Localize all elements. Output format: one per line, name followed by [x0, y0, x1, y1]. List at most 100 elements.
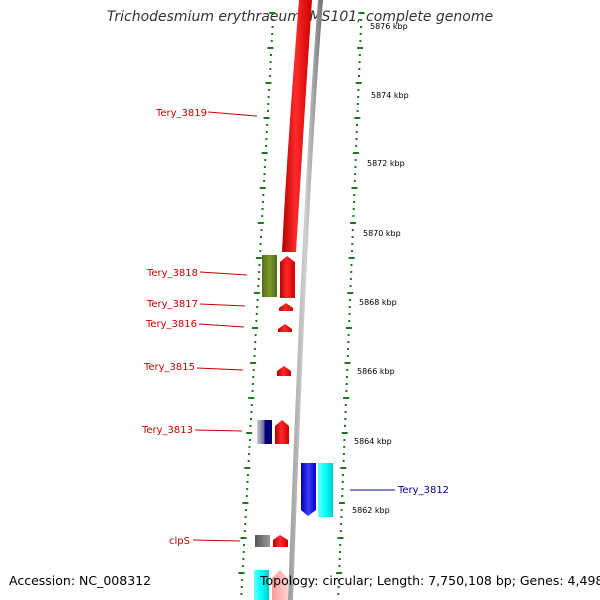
tick-mark — [243, 530, 246, 532]
tick-mark — [269, 61, 272, 63]
tick-mark — [353, 194, 356, 196]
tick-mark — [255, 257, 262, 259]
tick-mark — [270, 54, 272, 56]
tick-mark — [345, 383, 348, 385]
tick-mark — [349, 299, 351, 301]
tick-mark — [246, 474, 249, 476]
tick-mark — [341, 488, 344, 490]
tick-mark — [351, 243, 354, 245]
tick-mark — [340, 509, 343, 511]
tick-mark — [265, 138, 268, 140]
gene-tery-3817[interactable] — [279, 303, 293, 311]
tick-mark — [351, 250, 353, 252]
gene-tery-3815[interactable] — [277, 366, 291, 376]
tick-mark — [351, 229, 354, 231]
scale-label-5868: 5868 kbp — [359, 298, 397, 307]
tick-marks — [238, 12, 365, 595]
scale-label-5870: 5870 kbp — [363, 229, 401, 238]
tick-mark — [349, 285, 352, 287]
gene-label-tery-3819[interactable]: Tery_3819 — [155, 108, 207, 119]
tick-mark — [347, 334, 350, 336]
tick-mark — [342, 460, 345, 462]
tick-mark — [340, 516, 343, 518]
tick-mark — [352, 152, 359, 154]
tick-mark — [355, 131, 358, 133]
gene-tery-3812[interactable] — [301, 463, 316, 516]
tick-mark — [347, 348, 350, 350]
tick-mark — [271, 33, 274, 35]
tick-mark — [355, 82, 362, 84]
tick-mark — [248, 397, 255, 399]
tick-mark — [350, 264, 353, 266]
tick-mark — [339, 551, 341, 553]
tick-mark — [358, 12, 365, 14]
tick-mark — [258, 271, 261, 273]
tick-mark — [350, 222, 357, 224]
scale-label-5862: 5862 kbp — [352, 506, 390, 515]
gene-tery-3812-neighbor[interactable] — [318, 463, 333, 517]
gene-label-tery-3812[interactable]: Tery_3812 — [397, 485, 449, 496]
tick-mark — [343, 439, 346, 441]
tick-mark — [253, 292, 260, 294]
tick-mark — [342, 474, 344, 476]
gene-label-tery-3815[interactable]: Tery_3815 — [143, 362, 195, 373]
gene-label-tery-3813[interactable]: Tery_3813 — [141, 425, 193, 436]
gene-tery-3813[interactable] — [275, 420, 289, 444]
tick-mark — [360, 19, 363, 21]
gene-bottom-cyan[interactable] — [254, 570, 269, 600]
tick-mark — [344, 411, 347, 413]
tick-mark — [339, 544, 342, 546]
tick-mark — [240, 586, 243, 588]
tick-mark — [343, 446, 346, 448]
tick-mark — [347, 292, 354, 294]
tick-mark — [249, 425, 252, 427]
tick-mark — [358, 68, 361, 70]
scale-label-5872: 5872 kbp — [367, 159, 405, 168]
tick-mark — [252, 327, 258, 329]
gene-clps[interactable] — [273, 535, 288, 547]
tick-mark — [339, 530, 342, 532]
tick-mark — [253, 355, 256, 357]
tick-mark — [251, 383, 254, 385]
gene-label-clps[interactable]: clpS — [169, 536, 190, 547]
tick-mark — [356, 124, 358, 126]
tick-mark — [263, 166, 266, 168]
gene-tery-3814[interactable] — [257, 420, 272, 444]
tick-mark — [242, 558, 245, 560]
tick-mark — [242, 551, 245, 553]
tick-mark — [251, 390, 254, 392]
label-leaders — [192, 111, 258, 542]
tick-mark — [340, 523, 343, 525]
gene-label-tery-3816[interactable]: Tery_3816 — [145, 319, 197, 330]
gene-tery-3816[interactable] — [278, 324, 292, 332]
tick-mark — [250, 411, 253, 413]
gene-bottom-pink[interactable] — [272, 570, 288, 600]
tick-mark — [255, 313, 258, 315]
tick-mark — [353, 201, 355, 203]
tick-mark — [336, 572, 343, 574]
tick-mark — [265, 145, 267, 147]
tick-mark — [344, 404, 347, 406]
tick-mark — [266, 124, 269, 126]
tick-mark — [246, 481, 249, 483]
gene-label-tery-3817[interactable]: Tery_3817 — [146, 299, 198, 310]
gene-clps-neighbor[interactable] — [255, 535, 270, 547]
tick-mark — [348, 313, 351, 315]
tick-mark — [338, 565, 341, 567]
gene-tery-3818[interactable] — [280, 256, 295, 298]
scale-label-5874: 5874 kbp — [371, 91, 409, 100]
tick-mark — [343, 397, 350, 399]
tick-mark — [256, 306, 259, 308]
topology-text: Topology: circular; Length: 7,750,108 bp… — [260, 573, 600, 588]
tick-mark — [340, 467, 347, 469]
tick-mark — [256, 299, 259, 301]
tick-mark — [348, 320, 351, 322]
tick-mark — [262, 194, 265, 196]
tick-mark — [355, 138, 358, 140]
tick-mark — [255, 320, 258, 322]
gene-tery-3819[interactable] — [282, 0, 312, 252]
tick-mark — [355, 145, 358, 147]
gene-label-tery-3818[interactable]: Tery_3818 — [146, 268, 198, 279]
gene-tery-3818-neighbor[interactable] — [262, 255, 277, 297]
